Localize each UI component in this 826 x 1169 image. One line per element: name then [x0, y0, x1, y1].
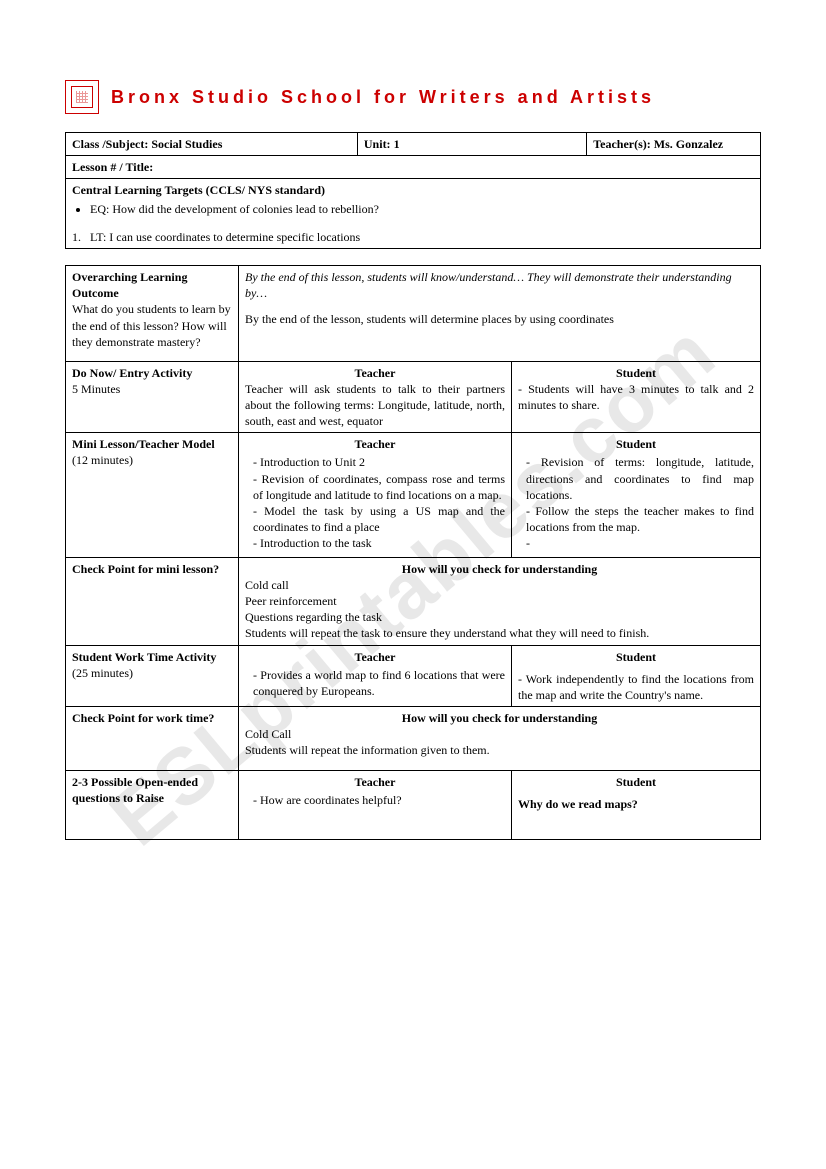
donow-teacher-cell: Teacher Teacher will ask students to tal… [239, 361, 512, 433]
eq-list: EQ: How did the development of colonies … [72, 201, 754, 217]
worktime-student-cell: Student - Work independently to find the… [512, 645, 761, 707]
donow-label-cell: Do Now/ Entry Activity 5 Minutes [66, 361, 239, 433]
mini-student-item: Revision of terms: longitude, latitude, … [526, 454, 754, 503]
worktime-teacher-head: Teacher [245, 649, 505, 665]
outcome-intro: By the end of this lesson, students will… [245, 269, 754, 301]
teacher-cell: Teacher(s): Ms. Gonzalez [587, 133, 761, 156]
mini-teacher-cell: Teacher Introduction to Unit 2 Revision … [239, 433, 512, 557]
donow-student-head: Student [518, 365, 754, 381]
donow-time: 5 Minutes [72, 381, 232, 397]
lesson-title-cell: Lesson # / Title: [66, 156, 761, 179]
worktime-label-cell: Student Work Time Activity (25 minutes) [66, 645, 239, 707]
check-mini-label: Check Point for mini lesson? [72, 561, 232, 577]
school-title: Bronx Studio School for Writers and Arti… [111, 87, 655, 108]
worktime-time: (25 minutes) [72, 665, 232, 681]
outcome-body-cell: By the end of this lesson, students will… [239, 265, 761, 361]
worktime-teacher-list: Provides a world map to find 6 locations… [245, 667, 505, 699]
worktime-student-text: - Work independently to find the locatio… [518, 671, 754, 703]
title-row: Bronx Studio School for Writers and Arti… [65, 80, 761, 114]
unit-value: 1 [394, 137, 400, 151]
mini-student-item [526, 535, 754, 551]
unit-label: Unit: [364, 137, 391, 151]
donow-label: Do Now/ Entry Activity [72, 365, 232, 381]
donow-teacher-head: Teacher [245, 365, 505, 381]
unit-cell: Unit: 1 [357, 133, 586, 156]
mini-student-list: Revision of terms: longitude, latitude, … [518, 454, 754, 551]
worktime-teacher-cell: Teacher Provides a world map to find 6 l… [239, 645, 512, 707]
worktime-student-head: Student [518, 649, 754, 665]
teacher-label: Teacher(s): [593, 137, 651, 151]
plan-table: Overarching Learning Outcome What do you… [65, 265, 761, 840]
check-work-label-cell: Check Point for work time? [66, 707, 239, 771]
questions-student-head: Student [518, 774, 754, 790]
check-work-heading: How will you check for understanding [245, 710, 754, 726]
worktime-teacher-item: Provides a world map to find 6 locations… [253, 667, 505, 699]
mini-label-cell: Mini Lesson/Teacher Model (12 minutes) [66, 433, 239, 557]
donow-teacher-text: Teacher will ask students to talk to the… [245, 381, 505, 430]
eq-item: EQ: How did the development of colonies … [90, 201, 754, 217]
mini-teacher-item: Introduction to Unit 2 [253, 454, 505, 470]
check-work-line: Cold Call [245, 726, 754, 742]
questions-student-cell: Student Why do we read maps? [512, 770, 761, 839]
questions-teacher-head: Teacher [245, 774, 505, 790]
targets-label: Central Learning Targets (CCLS/ NYS stan… [72, 182, 754, 198]
mini-teacher-item: Revision of coordinates, compass rose an… [253, 471, 505, 503]
mini-teacher-item: Model the task by using a US map and the… [253, 503, 505, 535]
eq-label: EQ: [90, 202, 109, 216]
mini-student-item: Follow the steps the teacher makes to fi… [526, 503, 754, 535]
lesson-label: Lesson # / Title: [72, 160, 153, 174]
donow-student-text: - Students will have 3 minutes to talk a… [518, 381, 754, 413]
outcome-prompt: What do you students to learn by the end… [72, 301, 232, 350]
questions-teacher-item: How are coordinates helpful? [253, 792, 505, 808]
lt-num: 1. [72, 230, 81, 244]
mini-student-cell: Student Revision of terms: longitude, la… [512, 433, 761, 557]
class-cell: Class /Subject: Social Studies [66, 133, 358, 156]
worktime-label: Student Work Time Activity [72, 649, 232, 665]
mini-label: Mini Lesson/Teacher Model [72, 436, 232, 452]
check-mini-line: Peer reinforcement [245, 593, 754, 609]
mini-teacher-list: Introduction to Unit 2 Revision of coord… [245, 454, 505, 551]
school-logo-icon [65, 80, 99, 114]
lt-text: I can use coordinates to determine speci… [109, 230, 360, 244]
donow-student-cell: Student - Students will have 3 minutes t… [512, 361, 761, 433]
questions-label-cell: 2-3 Possible Open-ended questions to Rai… [66, 770, 239, 839]
check-work-line: Students will repeat the information giv… [245, 742, 754, 758]
questions-teacher-list: How are coordinates helpful? [245, 792, 505, 808]
outcome-body: By the end of the lesson, students will … [245, 311, 754, 327]
targets-cell: Central Learning Targets (CCLS/ NYS stan… [66, 179, 761, 249]
info-table: Class /Subject: Social Studies Unit: 1 T… [65, 132, 761, 249]
class-label: Class /Subject: [72, 137, 148, 151]
page: Bronx Studio School for Writers and Arti… [0, 0, 826, 896]
mini-teacher-head: Teacher [245, 436, 505, 452]
check-mini-line: Questions regarding the task [245, 609, 754, 625]
questions-teacher-cell: Teacher How are coordinates helpful? [239, 770, 512, 839]
lt-row: 1. LT: I can use coordinates to determin… [72, 229, 754, 245]
check-mini-line: Cold call [245, 577, 754, 593]
check-mini-body-cell: How will you check for understanding Col… [239, 557, 761, 645]
check-mini-heading: How will you check for understanding [245, 561, 754, 577]
mini-time: (12 minutes) [72, 452, 232, 468]
mini-teacher-item: Introduction to the task [253, 535, 505, 551]
teacher-value: Ms. Gonzalez [654, 137, 723, 151]
questions-student-text: Why do we read maps? [518, 796, 754, 812]
check-mini-line: Students will repeat the task to ensure … [245, 625, 754, 641]
check-mini-label-cell: Check Point for mini lesson? [66, 557, 239, 645]
check-work-label: Check Point for work time? [72, 710, 232, 726]
outcome-label: Overarching Learning Outcome [72, 269, 232, 301]
class-value: Social Studies [151, 137, 222, 151]
lt-label: LT: [90, 230, 106, 244]
eq-text: How did the development of colonies lead… [112, 202, 379, 216]
outcome-label-cell: Overarching Learning Outcome What do you… [66, 265, 239, 361]
questions-label: 2-3 Possible Open-ended questions to Rai… [72, 774, 232, 806]
mini-student-head: Student [518, 436, 754, 452]
check-work-body-cell: How will you check for understanding Col… [239, 707, 761, 771]
